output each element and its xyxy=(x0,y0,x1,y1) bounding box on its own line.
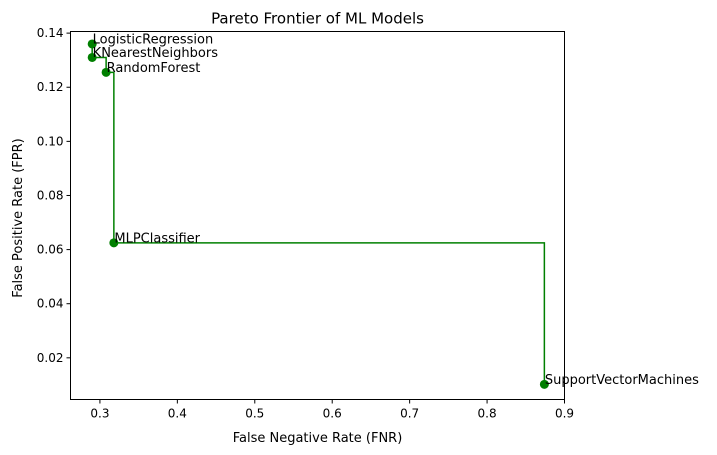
data-point xyxy=(539,379,549,389)
y-tick-label: 0.02 xyxy=(37,351,64,365)
x-tick-label: 0.6 xyxy=(323,407,342,421)
x-tick-label: 0.7 xyxy=(400,407,419,421)
point-label: KNearestNeighbors xyxy=(93,46,219,61)
pareto-frontier-layer xyxy=(91,43,546,385)
y-tick-label: 0.08 xyxy=(37,188,64,202)
plot-area-frame xyxy=(70,31,565,400)
x-tick-label: 0.3 xyxy=(90,407,109,421)
y-tick-label: 0.04 xyxy=(37,297,64,311)
point-label: MLPClassifier xyxy=(114,231,200,246)
chart-title: Pareto Frontier of ML Models xyxy=(211,10,424,28)
axis-ticks-layer: 0.3 0.4 0.5 0.6 0.7 0.8 0.9 0.02 0.04 0.06 0.08 0.1… xyxy=(37,26,574,420)
point-labels-layer: LogisticRegressionKNearestNeighborsRando… xyxy=(93,32,699,387)
pareto-frontier-line xyxy=(91,43,546,385)
x-axis-label: False Negative Rate (FNR) xyxy=(233,431,403,446)
data-point xyxy=(87,39,97,49)
point-label: SupportVectorMachines xyxy=(545,373,699,388)
y-tick-label: 0.12 xyxy=(37,80,64,94)
x-tick-label: 0.8 xyxy=(478,407,497,421)
point-label: RandomForest xyxy=(107,61,201,76)
x-tick-label: 0.5 xyxy=(245,407,264,421)
data-point xyxy=(101,67,111,77)
data-point xyxy=(109,238,119,248)
y-axis-label: False Positive Rate (FPR) xyxy=(11,138,26,297)
x-tick-label: 0.9 xyxy=(555,407,574,421)
y-tick-label: 0.14 xyxy=(37,26,64,40)
y-tick-label: 0.06 xyxy=(37,243,64,257)
point-label: LogisticRegression xyxy=(93,32,214,47)
x-tick-label: 0.4 xyxy=(168,407,187,421)
y-tick-label: 0.10 xyxy=(37,134,64,148)
data-points-layer xyxy=(87,39,549,389)
data-point xyxy=(87,52,97,62)
